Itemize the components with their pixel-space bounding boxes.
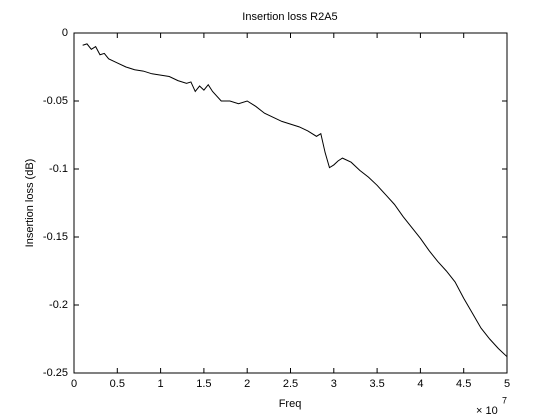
y-tick-label: 0 — [62, 27, 68, 39]
y-tick-label: -0.2 — [49, 299, 68, 311]
data-line — [82, 43, 508, 358]
y-tick-label: -0.05 — [43, 95, 68, 107]
x-tick-label: 3 — [331, 378, 337, 390]
x-tick-label: 2 — [244, 378, 250, 390]
x-axis-label: Freq — [279, 398, 302, 410]
x-tick-label: 1 — [158, 378, 164, 390]
y-axis-label: Insertion loss (dB) — [24, 159, 36, 248]
x-tick-label: 4.5 — [456, 378, 471, 390]
chart-title: Insertion loss R2A5 — [242, 11, 337, 23]
x-exponent-base: × 10 — [476, 405, 498, 417]
y-tick-label: -0.25 — [43, 367, 68, 379]
x-tick-label: 2.5 — [283, 378, 298, 390]
x-tick-label: 3.5 — [369, 378, 384, 390]
x-tick-label: 0.5 — [110, 378, 125, 390]
y-tick-label: -0.15 — [43, 231, 68, 243]
x-tick-label: 4 — [417, 378, 423, 390]
x-exponent: 7 — [502, 395, 507, 405]
x-tick-label: 1.5 — [196, 378, 211, 390]
plot-frame — [73, 32, 508, 374]
y-tick-label: -0.1 — [49, 163, 68, 175]
x-tick-label: 0 — [71, 378, 77, 390]
x-tick-label: 5 — [504, 378, 510, 390]
